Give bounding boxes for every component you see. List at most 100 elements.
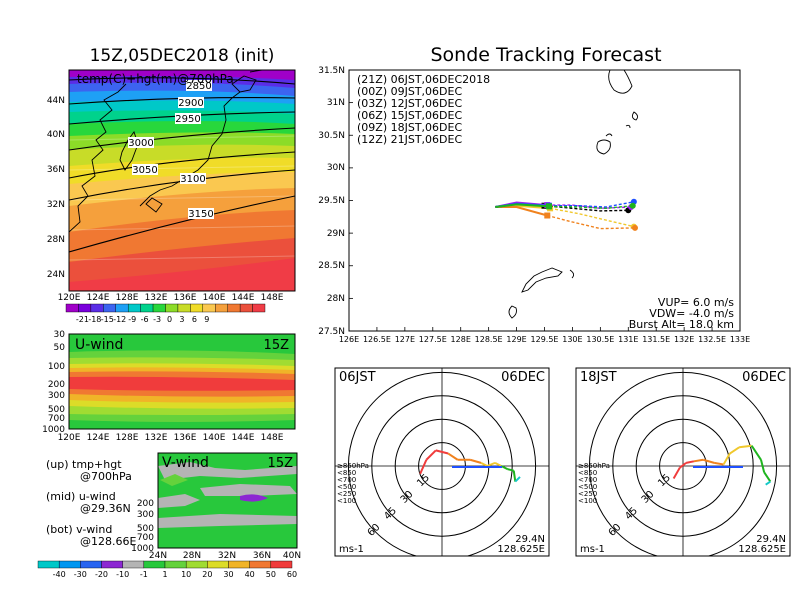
lon-tick: 140E <box>203 293 226 303</box>
lon-tick: 120E <box>58 433 81 443</box>
legend-mid-lat: @29.36N <box>80 502 131 515</box>
series-burst-marker <box>545 203 552 210</box>
contour-labels: 2850 2900 2950 3000 3050 3100 3150 <box>128 80 214 220</box>
colorbar-swatch <box>177 303 191 313</box>
tracking-series <box>495 198 638 231</box>
uwind-time: 15Z <box>264 338 290 353</box>
series-landing-point <box>629 202 636 209</box>
lon-tick: 136E <box>174 433 197 443</box>
hodograph-layer-label: <500 <box>337 483 356 491</box>
uwind-frame <box>68 333 296 430</box>
tracking-params: VUP= 6.0 m/s VDW= -4.0 m/s Burst Alt= 18… <box>629 296 735 331</box>
colorbar-label: -6 <box>141 315 149 324</box>
contour-label: 3000 <box>128 138 153 149</box>
colorbar-label: 0 <box>167 315 172 324</box>
vwind-time: 15Z <box>268 456 294 471</box>
contour-label: 2900 <box>178 98 203 109</box>
lat-tick: 32N <box>218 551 236 561</box>
vwind-frame <box>157 452 298 549</box>
hodograph-layer-label: <100 <box>337 497 356 505</box>
legend-up: (up) tmp+hgt <box>46 458 122 471</box>
hodograph-trace-segment <box>514 476 521 483</box>
series-descent-line <box>548 205 633 210</box>
uwind-field <box>69 334 295 429</box>
hodograph-trace-segment <box>750 445 762 461</box>
contour-label: 2950 <box>175 114 200 125</box>
colorbar-swatch <box>252 303 266 313</box>
hodograph-layer-label: ≥850hPa <box>578 462 610 470</box>
lon-tick: 129E <box>506 335 526 344</box>
hodograph-layer-label: <250 <box>578 490 597 498</box>
p-tick: 50 <box>54 343 66 353</box>
hodograph-time-label: 18JST <box>580 370 617 385</box>
hodograph-layer-label: <850 <box>337 469 356 477</box>
hodograph-trace-segment <box>722 453 731 465</box>
wind-colorbar: -40 -30 -20 -10 -1 1 10 20 30 40 50 60 <box>37 560 297 579</box>
tracking-panel: Sonde Tracking Forecast 31.5N 31N 30.5N … <box>318 44 750 344</box>
lon-tick: 128.5E <box>475 335 503 344</box>
hodograph-lon-label: 128.625E <box>738 544 786 555</box>
colorbar-swatch <box>101 560 123 569</box>
tracking-frame <box>348 69 741 332</box>
lon-tick: 148E <box>261 293 284 303</box>
legend-bot-lon: @128.66E <box>80 535 136 548</box>
lon-tick: 131E <box>618 335 638 344</box>
hodograph-trace-segment <box>500 465 508 471</box>
p-tick: 300 <box>137 510 154 520</box>
tracking-legend: (21Z) 06JST,06DEC2018(00Z) 09JST,06DEC(0… <box>357 73 490 146</box>
colorbar-label: 1 <box>162 570 167 579</box>
lon-tick: 130.5E <box>586 335 614 344</box>
hodograph-lat-label: 29.4N <box>756 534 786 545</box>
colorbar-swatch <box>152 303 166 313</box>
colorbar-label: -21 <box>76 315 89 324</box>
legend-entry: (00Z) 09JST,06DEC <box>357 85 462 98</box>
lon-tick: 132.5E <box>698 335 726 344</box>
p-tick: 30 <box>54 330 66 340</box>
colorbar-swatch <box>58 560 81 569</box>
coastlines <box>69 70 263 233</box>
lat-tick: 32N <box>47 200 65 210</box>
map-frame <box>68 69 296 292</box>
tracking-lat-ticks: 31.5N 31N 30.5N 30N 29.5N 29N 28.5N 28N … <box>318 66 345 337</box>
colorbar-swatch <box>90 303 104 313</box>
p-tick: 700 <box>137 533 154 543</box>
lon-tick: 127.5E <box>419 335 447 344</box>
hodograph-trace-segment <box>685 460 695 464</box>
tracking-lon-ticks: 126E 126.5E 127E 127.5E 128E 128.5E 129E 129.5E… <box>339 335 750 344</box>
lon-tick: 132E <box>145 433 168 443</box>
hodograph-trace-segment <box>679 462 687 469</box>
colorbar-swatch <box>143 560 166 569</box>
p-tick: 200 <box>137 499 154 509</box>
colorbar-label: 9 <box>204 315 209 324</box>
hodograph-trace-segment <box>507 468 515 472</box>
lat-tick: 44N <box>47 96 65 106</box>
hodograph-trace-segment <box>714 461 724 466</box>
lat-tick: 27.5N <box>318 327 345 337</box>
colorbar-swatch <box>80 560 102 569</box>
hodograph-trace-segment <box>693 458 704 463</box>
lon-tick: 131.5E <box>642 335 670 344</box>
hodograph-trace-segment <box>512 470 517 482</box>
colorbar-swatch <box>270 560 293 569</box>
lat-tick: 31.5N <box>318 66 345 76</box>
uwind-label: U-wind <box>75 337 123 353</box>
colorbar-swatch <box>190 303 204 313</box>
series-ascent-line <box>495 203 550 208</box>
hodograph-layer-label: <700 <box>578 476 597 484</box>
colorbar-swatch <box>78 303 92 313</box>
hodograph-date-label: 06DEC <box>742 370 786 385</box>
colorbar-label: -30 <box>74 570 87 579</box>
colorbar-swatch <box>103 303 116 313</box>
colorbar-swatch <box>127 303 141 313</box>
hodograph-layer-label: <250 <box>337 490 356 498</box>
lon-tick: 140E <box>203 433 226 443</box>
uwind-lon-ticks: 120E 124E 128E 132E 136E 140E 144E 148E <box>58 433 284 443</box>
lon-tick: 144E <box>232 293 255 303</box>
map-title: 15Z,05DEC2018 (init) <box>90 46 275 66</box>
lon-tick: 129.5E <box>531 335 559 344</box>
lon-tick: 132E <box>674 335 694 344</box>
hodograph-trace-segment <box>739 444 752 449</box>
